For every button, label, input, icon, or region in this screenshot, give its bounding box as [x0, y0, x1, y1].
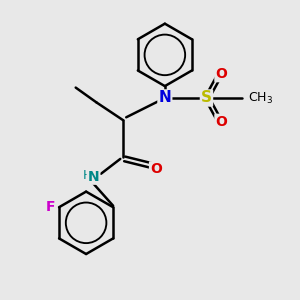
Text: O: O [215, 67, 227, 81]
Text: F: F [46, 200, 56, 214]
Text: N: N [88, 170, 99, 184]
Text: O: O [150, 162, 162, 176]
Text: H: H [82, 169, 92, 182]
Text: CH$_3$: CH$_3$ [248, 90, 273, 106]
Text: S: S [201, 91, 212, 106]
Text: O: O [215, 115, 227, 129]
Text: N: N [158, 91, 171, 106]
